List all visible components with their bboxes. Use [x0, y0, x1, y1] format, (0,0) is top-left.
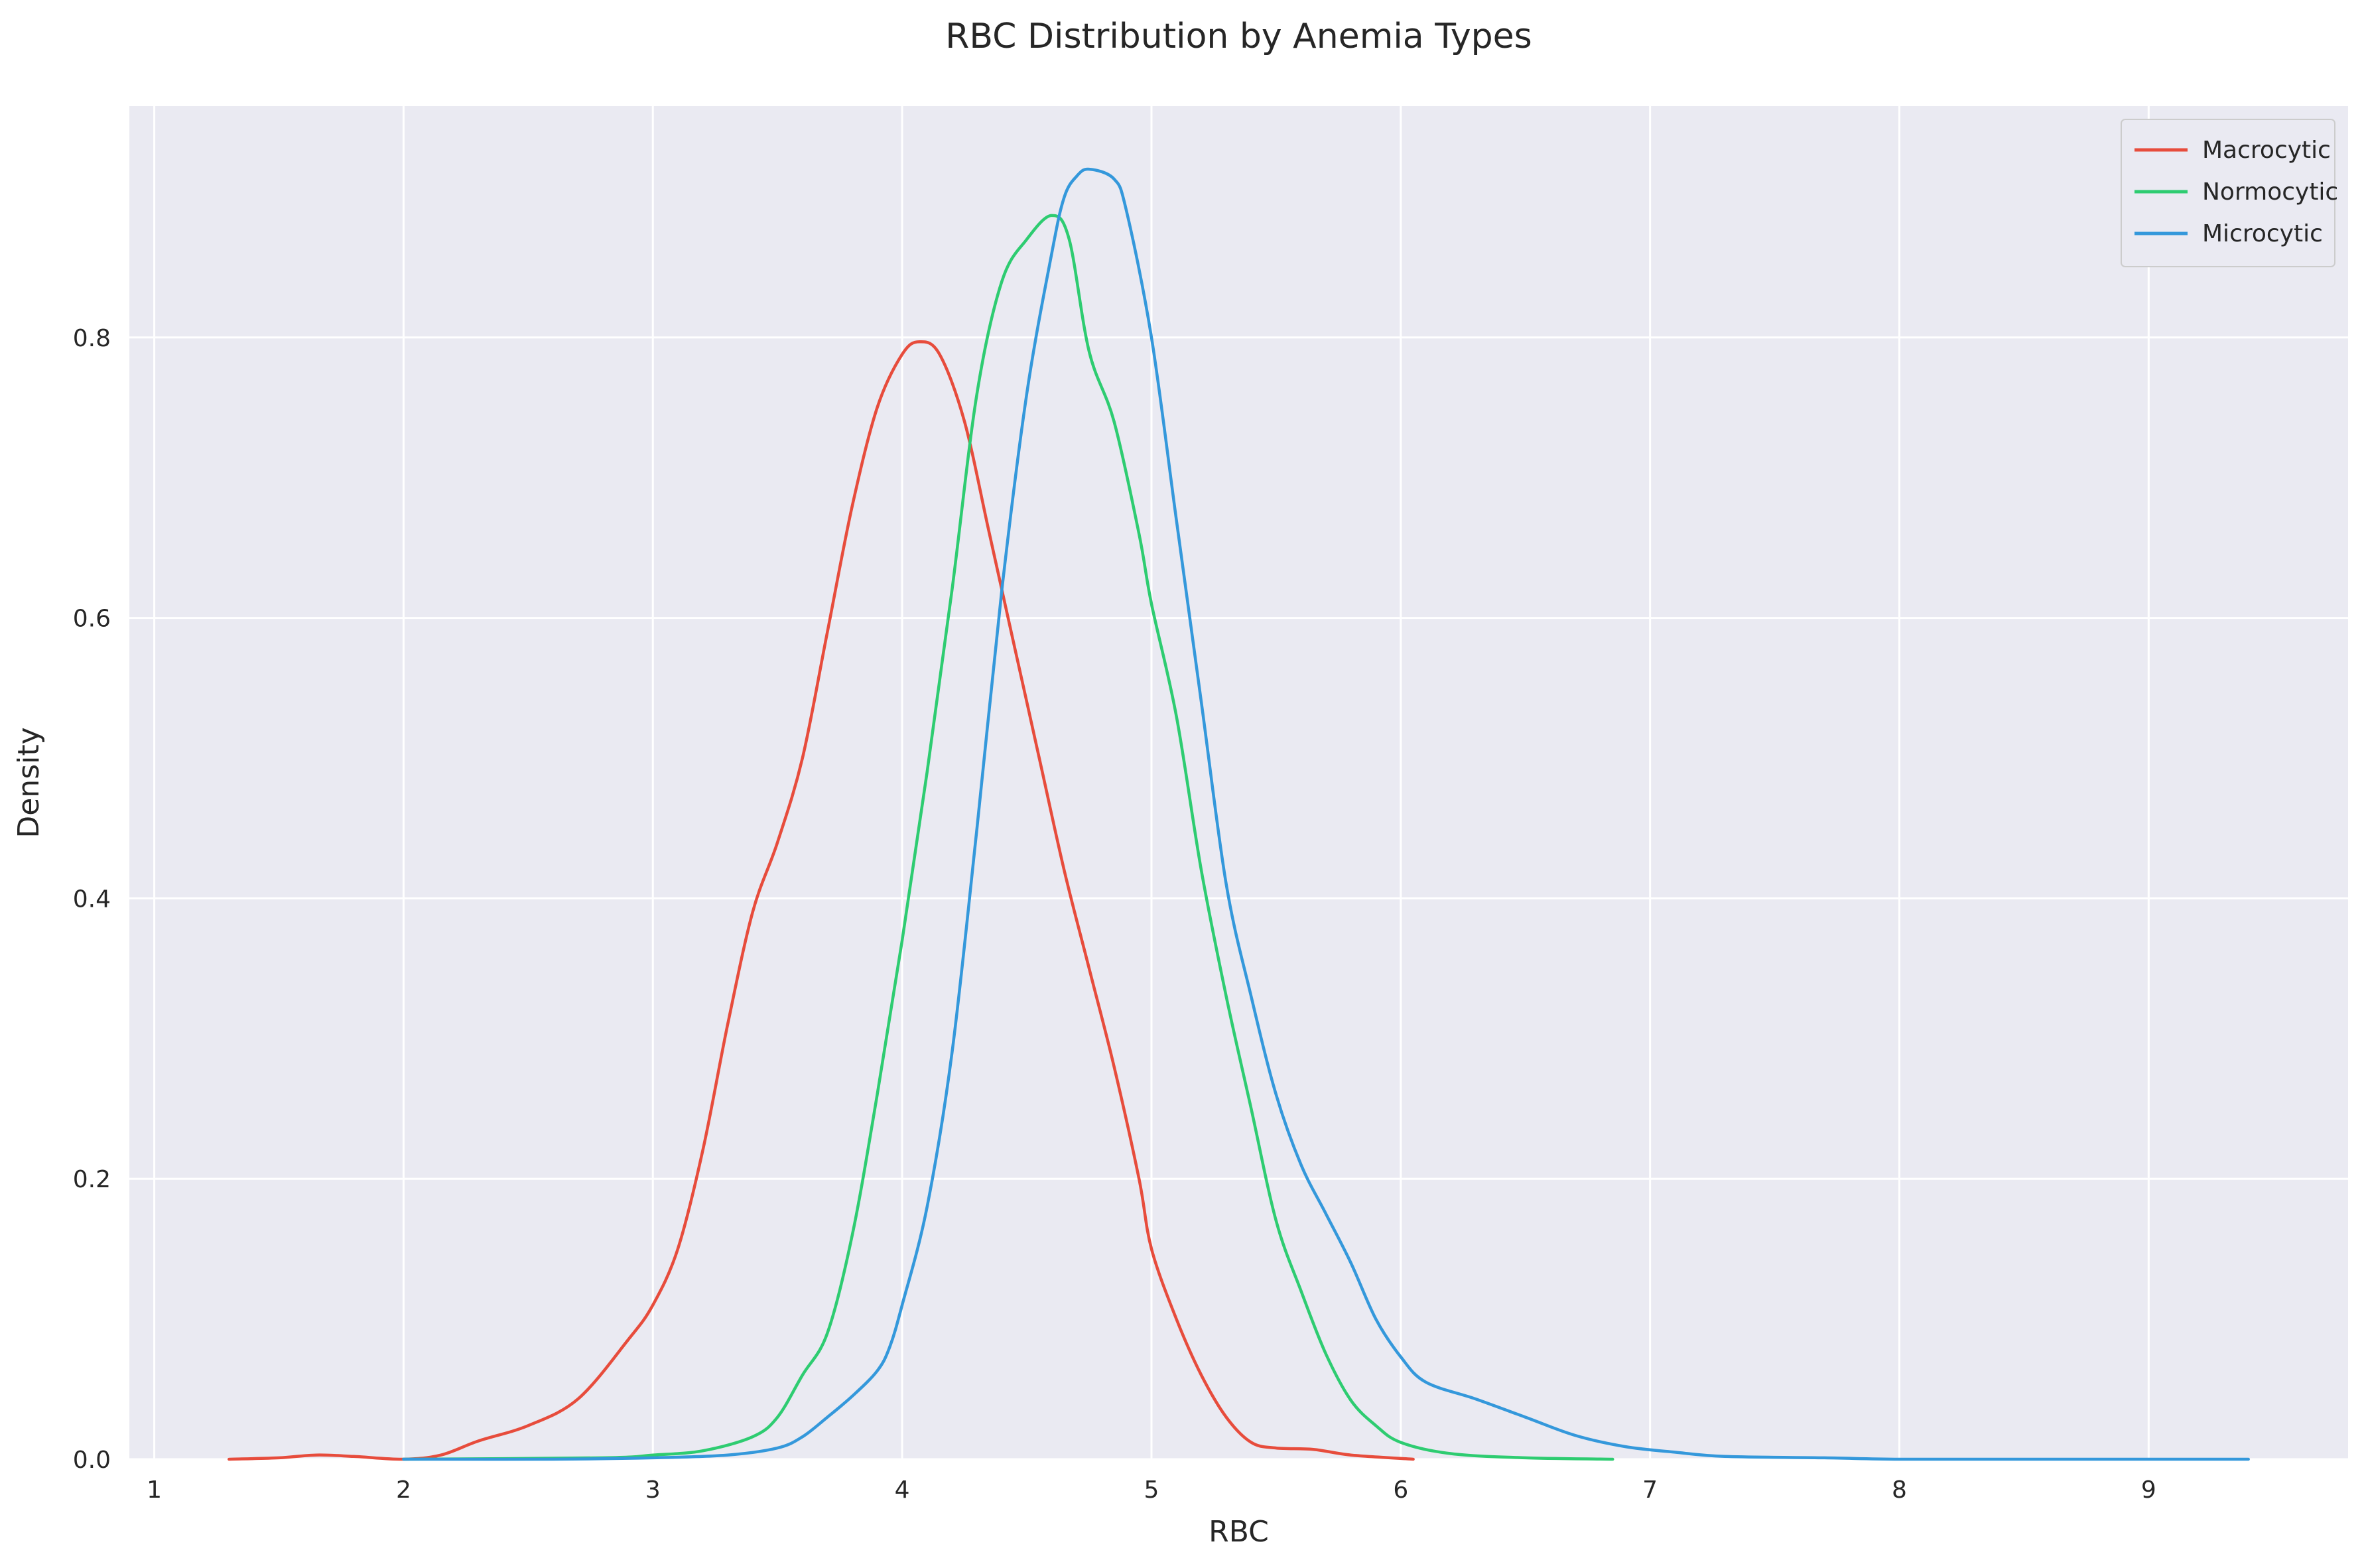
x-tick-label: 5: [1144, 1476, 1159, 1504]
series-line-macrocytic: [228, 340, 1415, 1461]
legend-label-macrocytic: Macrocytic: [2202, 137, 2331, 164]
y-tick-label: 0.8: [73, 325, 111, 352]
tick-labels: 1 2 3 4 5 6 7 8 9 0.0 0.2 0.4 0.6 0.8: [73, 325, 2156, 1504]
chart-title: RBC Distribution by Anemia Types: [945, 17, 1532, 56]
legend-label-normocytic: Normocytic: [2202, 178, 2338, 206]
x-tick-label: 8: [1892, 1476, 1907, 1504]
x-axis-label: RBC: [1209, 1515, 1269, 1549]
y-tick-label: 0.2: [73, 1166, 111, 1193]
y-tick-label: 0.0: [73, 1447, 111, 1474]
series-line-normocytic: [402, 214, 1614, 1461]
x-tick-label: 2: [396, 1476, 411, 1504]
x-tick-label: 1: [147, 1476, 162, 1504]
x-tick-label: 3: [645, 1476, 661, 1504]
y-tick-label: 0.4: [73, 885, 111, 913]
series-line-microcytic: [402, 167, 2250, 1461]
legend-box: [2121, 119, 2335, 267]
legend-label-microcytic: Microcytic: [2202, 220, 2323, 247]
y-tick-label: 0.6: [73, 606, 111, 633]
plot-background: [129, 106, 2348, 1459]
x-tick-label: 7: [1642, 1476, 1658, 1504]
legend: Macrocytic Normocytic Microcytic: [2121, 119, 2338, 267]
x-tick-label: 9: [2141, 1476, 2156, 1504]
series-lines: [228, 167, 2250, 1461]
x-tick-label: 6: [1393, 1476, 1408, 1504]
x-tick-label: 4: [895, 1476, 910, 1504]
y-axis-label: Density: [12, 727, 46, 838]
